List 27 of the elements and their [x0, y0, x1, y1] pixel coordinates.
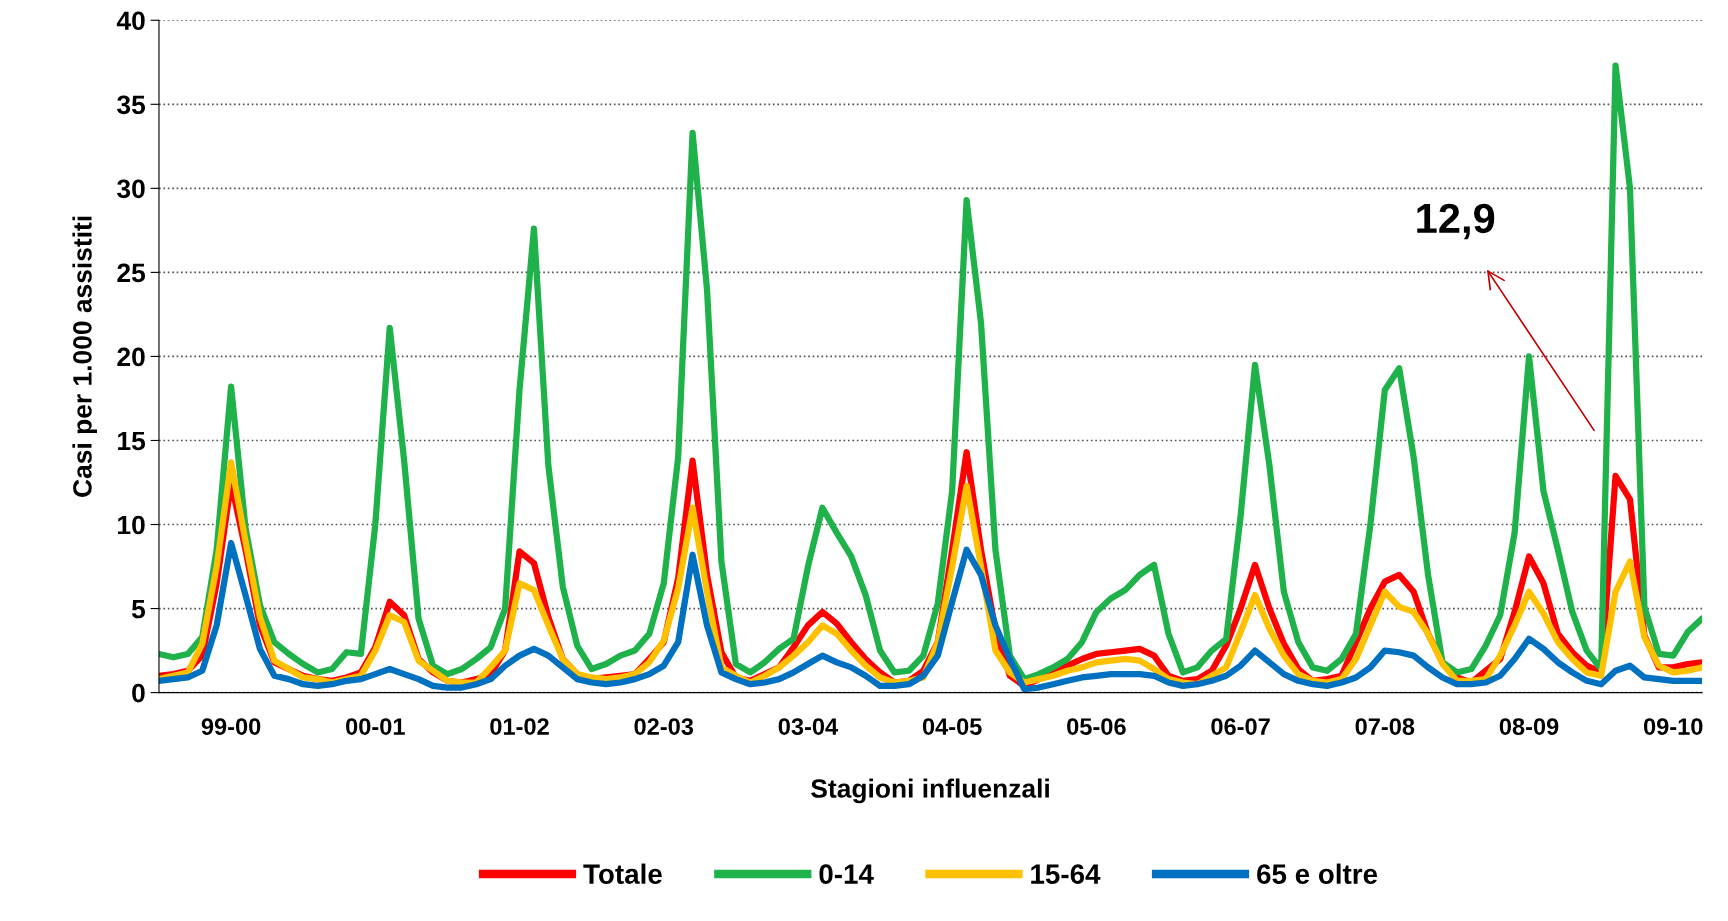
annotation: 12,9: [1417, 203, 1495, 240]
x-tick-label: 05-06: [1067, 718, 1126, 735]
legend-label: 0-14: [819, 864, 874, 884]
x-tick-label: 06-07: [1211, 718, 1270, 735]
x-tick-label: 07-08: [1355, 718, 1415, 735]
y-tick-label: 20: [117, 347, 145, 367]
x-tick-label: 09-10: [1643, 718, 1703, 735]
legend-label: Totale: [583, 863, 662, 884]
y-tick-label: 40: [116, 11, 145, 31]
x-tick-label: 04-05: [922, 718, 982, 735]
legend-label: 15-64: [1031, 864, 1101, 884]
x-tick-label: 03-04: [778, 718, 839, 735]
y-tick-label: 5: [131, 599, 146, 619]
y-tick-label: 25: [117, 263, 146, 283]
x-tick-label: 01-02: [490, 718, 549, 735]
y-tick-label: 15: [118, 431, 146, 451]
y-tick-label: 10: [118, 515, 145, 535]
y-tick-label: 35: [117, 95, 146, 115]
x-tick-label: 99-00: [201, 718, 261, 735]
y-tick-label: 0: [132, 683, 145, 703]
x-tick-label: 00-01: [346, 718, 405, 735]
x-tick-label: 02-03: [634, 718, 694, 735]
legend-label: 65 e oltre: [1257, 863, 1378, 884]
x-tick-label: 08-09: [1499, 718, 1559, 735]
x-axis-title: Stagioni influenzali: [811, 778, 1049, 804]
y-tick-label: 30: [117, 179, 145, 199]
y-axis-title: Casi per 1.000 assistiti: [72, 216, 97, 497]
